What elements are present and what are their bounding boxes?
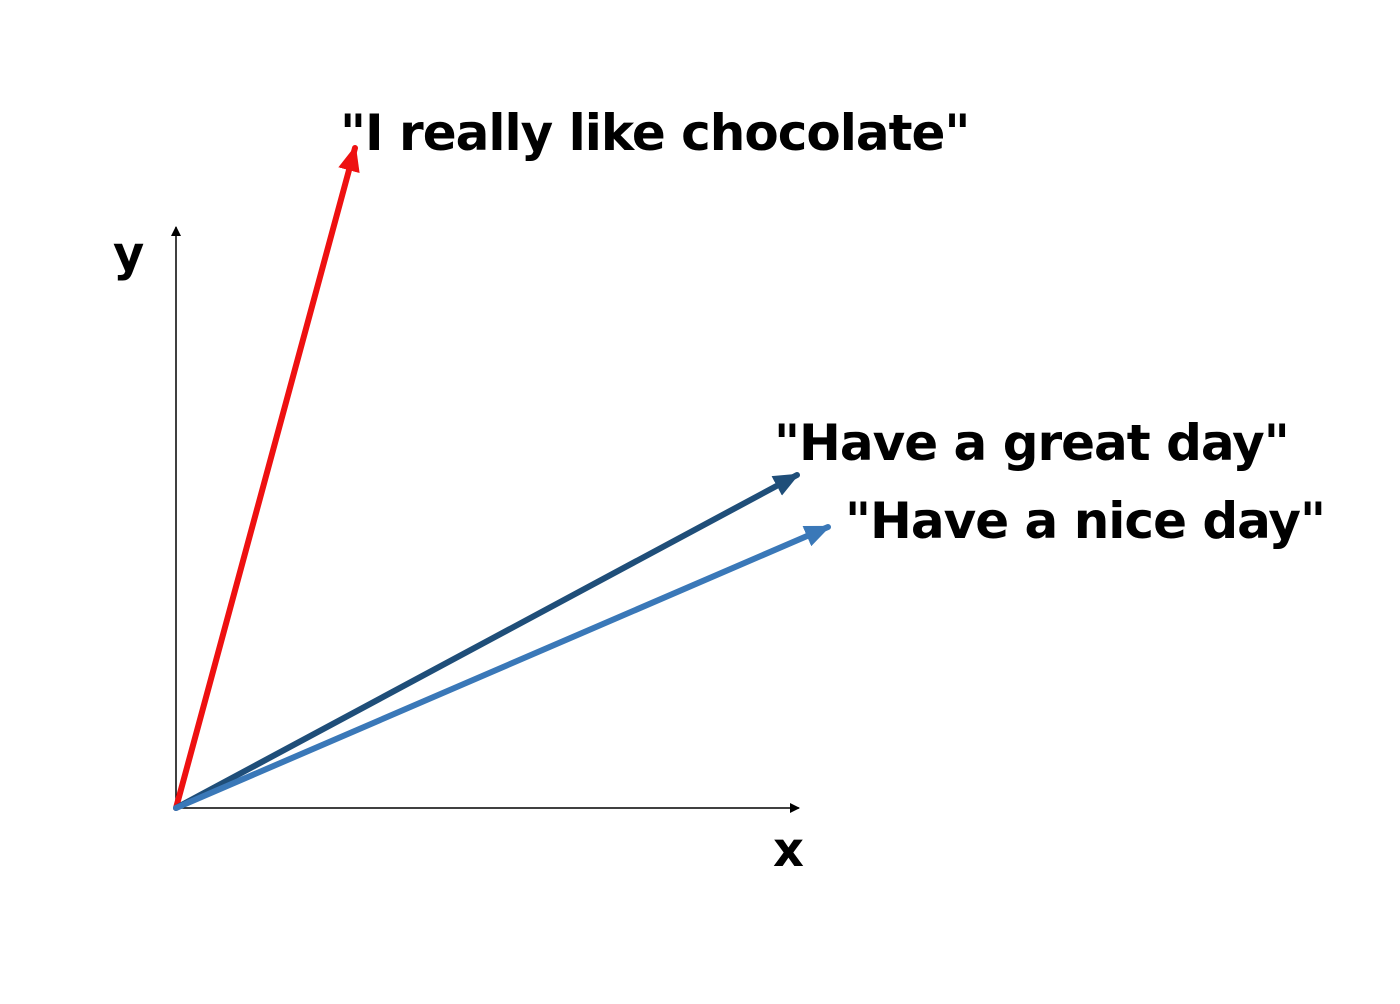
vector-have-a-nice-day	[173, 524, 831, 811]
y-axis-label: y	[113, 226, 144, 282]
label-have-a-great-day: "Have a great day"	[774, 414, 1289, 472]
label-have-a-nice-day: "Have a nice day"	[845, 492, 1325, 550]
vector-have-a-great-day	[173, 472, 800, 811]
vector-i-really-like-chocolate	[173, 145, 360, 811]
label-i-really-like-chocolate: "I really like chocolate"	[340, 104, 969, 162]
x-axis-label: x	[773, 822, 804, 878]
